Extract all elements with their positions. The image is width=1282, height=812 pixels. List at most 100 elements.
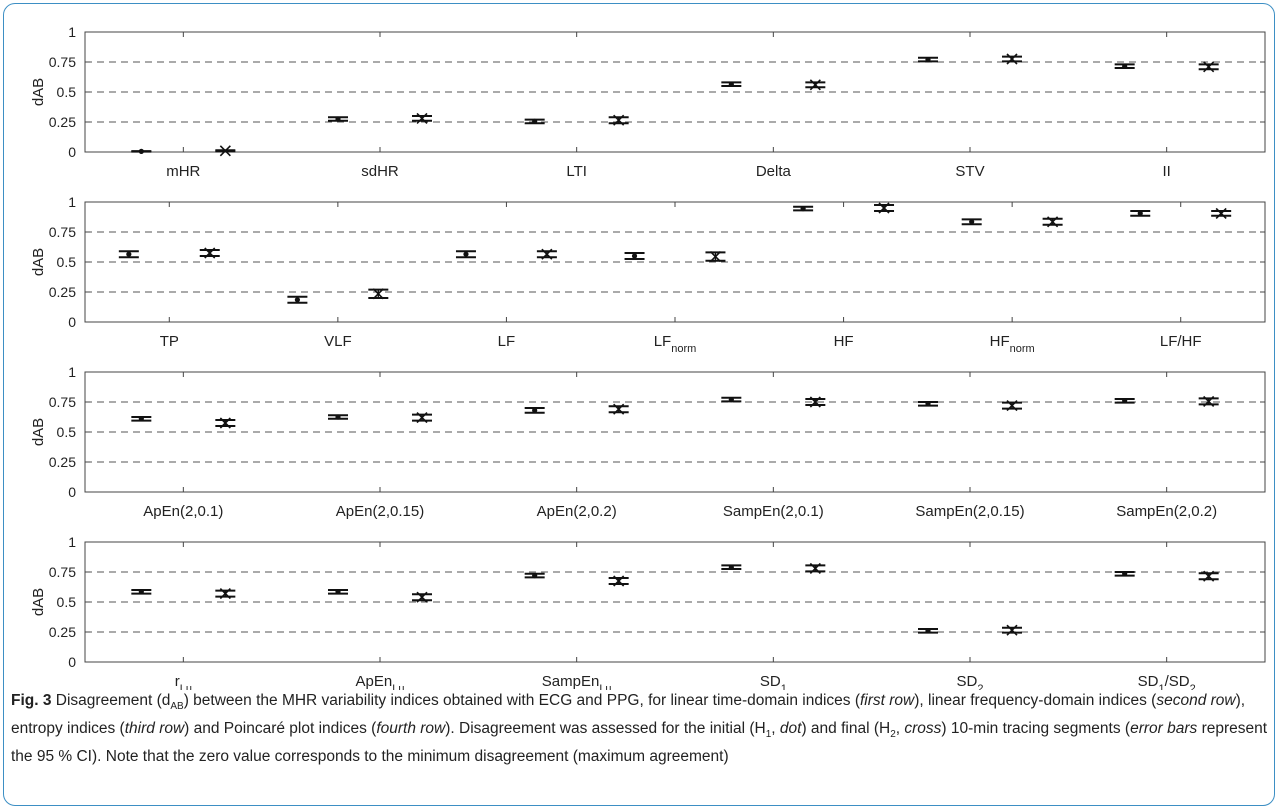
h2-cross-marker — [219, 588, 231, 600]
x-tick-label: SampEn(2,0.15) — [915, 503, 1024, 520]
y-axis-label: dAB — [30, 248, 47, 276]
y-tick-label: 0 — [68, 144, 76, 160]
h1-dot-marker — [138, 416, 144, 422]
x-tick-label: ApEn(2,0.15) — [336, 503, 424, 520]
y-axis-label: dAB — [30, 78, 47, 106]
h2-cross-marker — [1006, 53, 1018, 65]
h2-cross-marker — [613, 114, 625, 126]
h1-dot-marker — [728, 397, 734, 403]
h2-cross-marker — [1006, 624, 1018, 636]
h1-dot-marker — [925, 57, 931, 63]
h2-cross-marker — [1006, 400, 1018, 412]
h1-dot-marker — [463, 251, 469, 257]
h1-dot-marker — [335, 414, 341, 420]
x-tick-label: LF — [498, 333, 516, 350]
y-tick-label: 0.25 — [49, 624, 76, 640]
h1-dot-marker — [969, 219, 975, 225]
x-tick-label: sdHR — [361, 163, 399, 180]
y-tick-label: 1 — [68, 194, 76, 210]
x-tick-label: mHR — [166, 163, 200, 180]
h2-cross-marker — [809, 79, 821, 91]
y-tick-label: 0.75 — [49, 224, 76, 240]
h2-cross-marker — [541, 248, 553, 260]
y-tick-label: 0.25 — [49, 114, 76, 130]
figure-caption: Fig. 3 Disagreement (dAB) between the MH… — [11, 690, 1269, 768]
y-tick-label: 1 — [68, 364, 76, 380]
h1-dot-marker — [1137, 210, 1143, 216]
h2-cross-marker — [416, 412, 428, 424]
y-tick-label: 0.25 — [49, 284, 76, 300]
x-tick-label: LTI — [566, 163, 587, 180]
x-tick-label: II — [1162, 163, 1170, 180]
y-axis-label: dAB — [30, 418, 47, 446]
h1-dot-marker — [138, 589, 144, 595]
h2-cross-marker — [878, 202, 890, 214]
y-tick-label: 0.75 — [49, 54, 76, 70]
h1-dot-marker — [532, 407, 538, 413]
x-tick-label: HFnorm — [990, 333, 1035, 355]
y-axis-label: dAB — [30, 588, 47, 616]
x-tick-label: ApEn(2,0.1) — [143, 503, 223, 520]
h2-cross-marker — [1203, 570, 1215, 582]
x-tick-label: rLu — [175, 673, 192, 690]
h1-dot-marker — [925, 401, 931, 407]
y-tick-label: 1 — [68, 24, 76, 40]
x-tick-label: SD1 — [760, 673, 787, 690]
h1-dot-marker — [631, 253, 638, 259]
h2-cross-marker — [219, 145, 231, 157]
x-tick-label: SampEnLu — [542, 673, 612, 690]
h2-cross-marker — [613, 403, 625, 415]
x-tick-label: TP — [160, 333, 179, 350]
h1-dot-marker — [728, 564, 734, 570]
h1-dot-marker — [1122, 571, 1128, 577]
h2-cross-marker — [709, 251, 722, 263]
figure-frame — [3, 3, 1275, 806]
y-tick-label: 0.25 — [49, 454, 76, 470]
y-tick-label: 1 — [68, 534, 76, 550]
x-tick-label: LFnorm — [654, 333, 697, 355]
h2-cross-marker — [1047, 216, 1059, 228]
h2-cross-marker — [613, 575, 625, 587]
h2-cross-marker — [1203, 395, 1215, 407]
h2-cross-marker — [1203, 61, 1215, 73]
x-tick-label: STV — [955, 163, 984, 180]
h1-dot-marker — [126, 251, 132, 257]
y-tick-label: 0.5 — [57, 424, 77, 440]
x-tick-label: SampEn(2,0.1) — [723, 503, 824, 520]
h1-dot-marker — [532, 573, 538, 579]
x-tick-label: VLF — [324, 333, 352, 350]
h1-dot-marker — [138, 148, 144, 154]
h2-cross-marker — [416, 591, 428, 603]
y-tick-label: 0 — [68, 314, 76, 330]
h2-cross-marker — [1215, 207, 1227, 219]
h2-cross-marker — [809, 396, 821, 408]
h1-dot-marker — [800, 206, 806, 212]
errorbar-figure: 0 0.25 0.5 0.75 1 dAB mHR sdHR LTI Delta STV II 0 0.2… — [30, 24, 1266, 690]
y-tick-label: 0.75 — [49, 394, 76, 410]
x-tick-label: HF — [834, 333, 854, 350]
y-tick-label: 0 — [68, 484, 76, 500]
y-tick-label: 0.5 — [57, 594, 77, 610]
y-tick-label: 0.5 — [57, 84, 77, 100]
x-tick-label: SD1/SD2 — [1138, 673, 1196, 690]
h1-dot-marker — [1122, 63, 1128, 69]
x-tick-label: LF/HF — [1160, 333, 1202, 350]
caption-text: Disagreement (dAB) between the MHR varia… — [11, 692, 1268, 766]
h1-dot-marker — [728, 81, 734, 87]
figure-label: Fig. 3 — [11, 692, 52, 709]
x-tick-label: Delta — [756, 163, 792, 180]
h1-dot-marker — [1122, 398, 1128, 404]
y-tick-label: 0 — [68, 654, 76, 670]
x-tick-label: ApEnLu — [356, 673, 405, 690]
h2-cross-marker — [416, 112, 428, 124]
h1-dot-marker — [335, 589, 341, 595]
h2-cross-marker — [204, 247, 216, 259]
h2-cross-marker — [809, 562, 821, 574]
h1-dot-marker — [335, 116, 341, 122]
h1-dot-marker — [532, 118, 538, 124]
x-tick-label: SD2 — [957, 673, 984, 690]
x-tick-label: SampEn(2,0.2) — [1116, 503, 1217, 520]
y-tick-label: 0.5 — [57, 254, 77, 270]
h2-cross-marker — [219, 417, 231, 429]
h2-cross-marker — [372, 288, 384, 300]
